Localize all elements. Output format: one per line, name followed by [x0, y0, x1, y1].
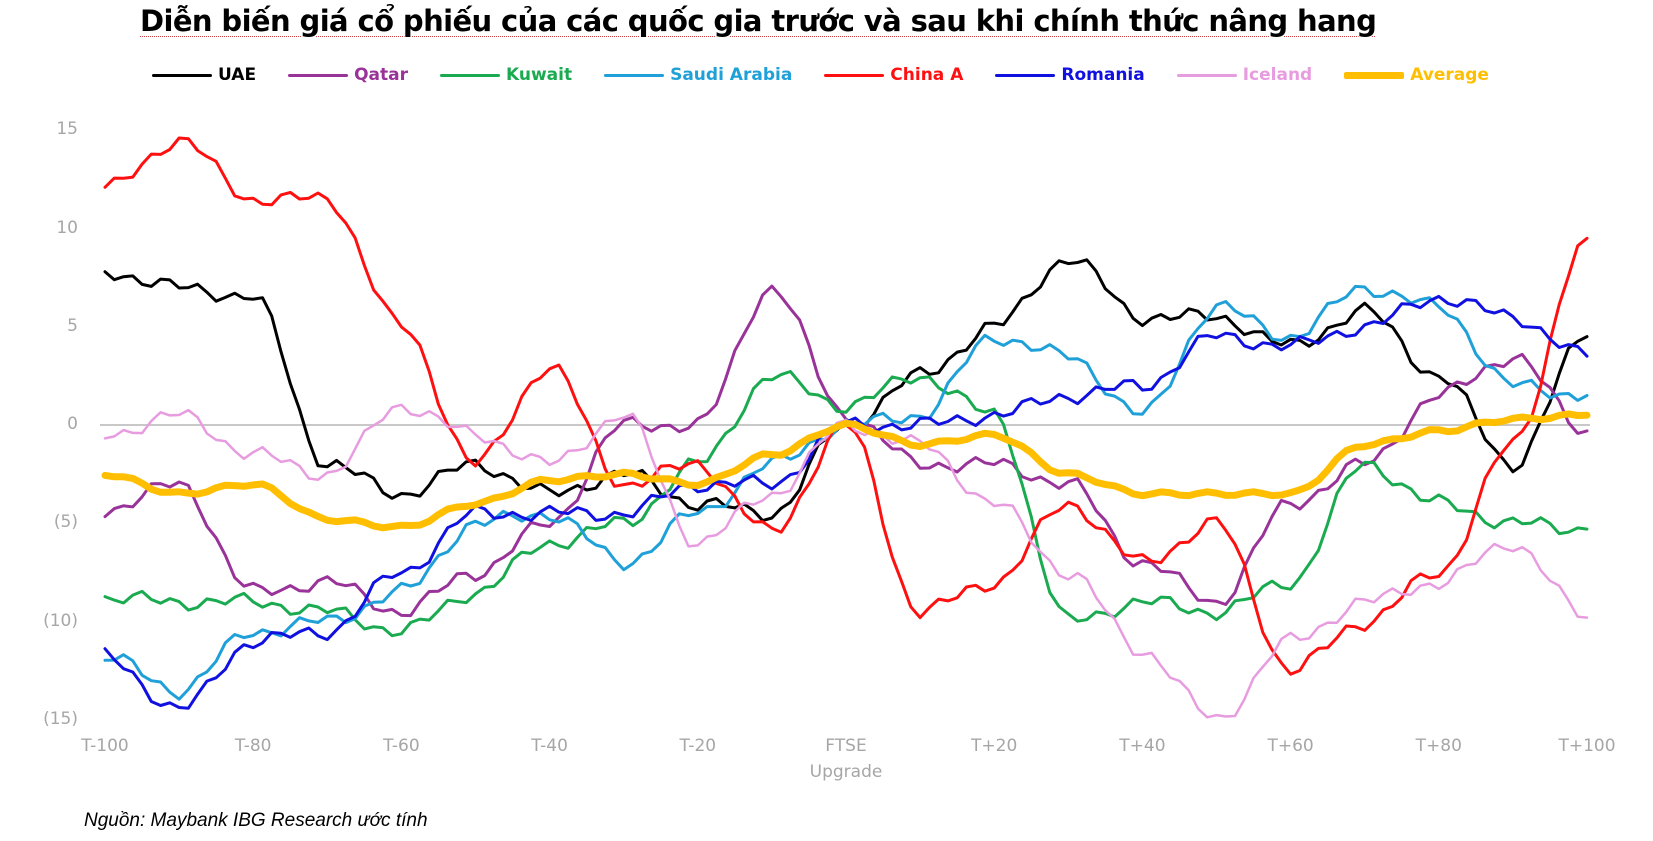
legend-label: China A	[890, 65, 964, 85]
x-axis-sublabel: Upgrade	[809, 762, 883, 782]
series-line-romania	[103, 294, 1589, 710]
legend-swatch	[288, 73, 349, 77]
chart-legend: UAE Qatar Kuwait Saudi Arabia China A Ro…	[152, 62, 1521, 88]
x-tick-label: T-100	[81, 736, 129, 756]
legend-swatch	[439, 73, 500, 77]
legend-swatch	[604, 73, 665, 77]
legend-item-romania: Romania	[995, 65, 1145, 85]
x-tick-label: T+80	[1415, 736, 1462, 756]
y-tick-label: 15	[56, 119, 78, 140]
series-line-kuwait	[103, 370, 1589, 638]
series-line-saudi-arabia	[103, 284, 1589, 701]
legend-label: UAE	[218, 65, 257, 85]
series-line-uae	[103, 258, 1589, 523]
legend-item-average: Average	[1344, 65, 1489, 85]
legend-label: Average	[1410, 65, 1489, 85]
y-tick-label: (10)	[43, 610, 78, 631]
x-tick-label: T+60	[1267, 736, 1314, 756]
series-line-qatar	[103, 284, 1589, 618]
legend-label: Saudi Arabia	[670, 65, 793, 85]
legend-swatch	[1176, 73, 1237, 77]
series-lines	[101, 136, 1591, 719]
legend-item-china-a: China A	[824, 65, 963, 85]
x-tick-label: T-60	[383, 736, 420, 756]
source-note: Nguồn: Maybank IBG Research ước tính	[84, 810, 428, 831]
series-line-average	[101, 410, 1591, 532]
x-tick-label: FTSE	[825, 736, 867, 756]
y-tick-label: 10	[56, 217, 78, 238]
x-tick-label: T-20	[679, 736, 717, 756]
legend-item-kuwait: Kuwait	[439, 65, 573, 85]
legend-swatch	[995, 73, 1056, 77]
chart-title: Diễn biến giá cổ phiếu của các quốc gia …	[140, 4, 1377, 38]
legend-label: Iceland	[1242, 65, 1313, 85]
legend-item-iceland: Iceland	[1176, 65, 1313, 85]
x-tick-label: T+40	[1119, 736, 1166, 756]
legend-item-uae: UAE	[152, 65, 256, 85]
legend-swatch	[1344, 71, 1405, 79]
y-tick-label: 0	[67, 414, 78, 434]
legend-label: Qatar	[354, 65, 408, 85]
legend-label: Kuwait	[505, 65, 573, 85]
x-tick-label: T-40	[531, 736, 568, 756]
legend-item-saudi-arabia: Saudi Arabia	[604, 65, 792, 85]
y-tick-label: (15)	[43, 708, 78, 729]
x-tick-label: T+100	[1558, 736, 1616, 756]
series-line-china-a	[103, 136, 1589, 676]
legend-item-qatar: Qatar	[288, 65, 408, 85]
series-line-iceland	[103, 403, 1589, 719]
legend-label: Romania	[1061, 65, 1145, 85]
y-tick-label: 5	[67, 315, 78, 336]
legend-swatch	[152, 73, 212, 77]
x-tick-label: T-80	[234, 736, 272, 756]
x-tick-label: T+20	[971, 736, 1018, 756]
y-tick-label: (5)	[53, 512, 78, 533]
legend-swatch	[824, 73, 885, 77]
